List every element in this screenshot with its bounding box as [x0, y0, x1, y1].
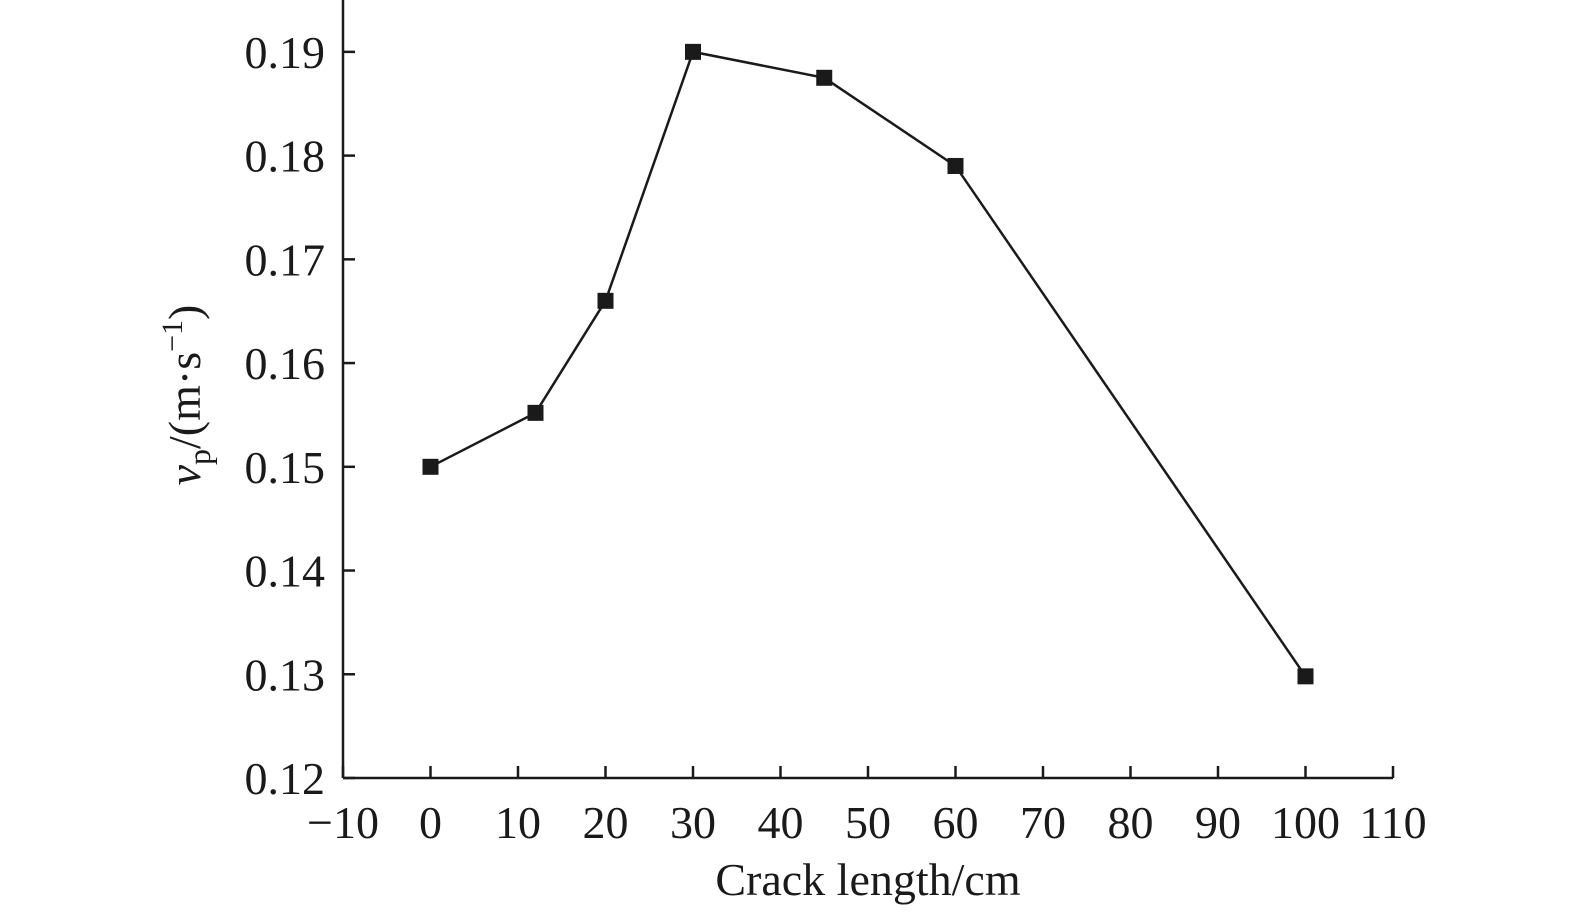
x-tick-label: 100	[1271, 797, 1340, 848]
x-tick-label: 30	[670, 797, 716, 848]
series-line	[429, 50, 1307, 678]
data-point-marker	[816, 69, 833, 86]
y-tick-label: 0.15	[245, 442, 326, 493]
y-tick-label: 0.12	[245, 753, 326, 804]
y-axis-title-close: )	[159, 305, 210, 320]
y-axis-title-exponent: −1	[156, 320, 189, 352]
x-tick-label: −10	[307, 797, 379, 848]
data-point-marker	[947, 157, 964, 174]
y-tick-label: 0.16	[245, 338, 326, 389]
x-tick-label: 70	[1020, 797, 1066, 848]
x-tick-label: 50	[845, 797, 891, 848]
data-point-marker	[527, 404, 544, 421]
y-tick-label: 0.14	[245, 546, 326, 597]
x-tick-label: 90	[1195, 797, 1241, 848]
x-tick-label: 20	[583, 797, 629, 848]
y-axis-title-unit: /(m·s	[159, 352, 210, 449]
y-tick-label: 0.17	[245, 234, 326, 285]
x-tick-label: 80	[1108, 797, 1154, 848]
y-axis-title: vp/(m·s−1)	[156, 305, 217, 486]
x-tick-label: 10	[495, 797, 541, 848]
data-point-marker	[422, 458, 439, 475]
y-axis-title-symbol: v	[159, 464, 210, 485]
x-tick-label: 40	[758, 797, 804, 848]
y-tick-label: 0.19	[245, 27, 326, 78]
x-tick-label: 0	[419, 797, 442, 848]
y-axis-title-subscript: p	[181, 449, 217, 465]
y-ticks: 0.12 0.13 0.14 0.15 0.16 0.17 0.18 0.19	[245, 27, 355, 804]
axes	[341, 0, 1393, 780]
series-group	[422, 43, 1314, 685]
y-tick-label: 0.13	[245, 649, 326, 700]
x-axis-title: Crack length/cm	[715, 854, 1021, 905]
data-point-marker	[597, 292, 614, 309]
x-tick-label: 110	[1359, 797, 1426, 848]
x-tick-label: 60	[933, 797, 979, 848]
data-point-marker	[1297, 668, 1314, 685]
x-ticks: −10 0 10 20 30 40 50 60 70 80 90 100 110	[307, 766, 1427, 848]
y-tick-label: 0.18	[245, 131, 326, 182]
data-point-marker	[685, 43, 701, 60]
